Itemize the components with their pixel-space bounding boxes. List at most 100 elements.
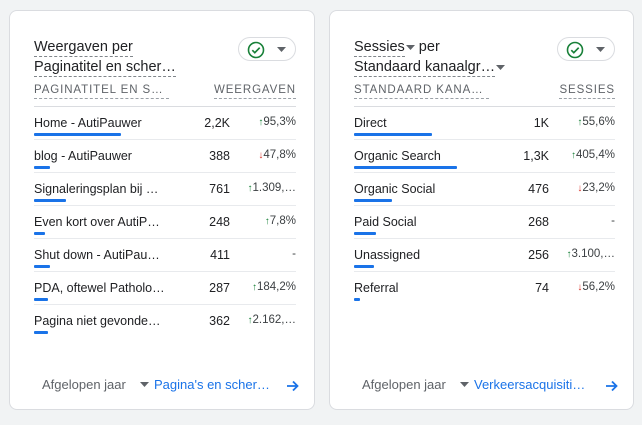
row-change: ↓23,2% bbox=[555, 182, 615, 194]
dimension-column-header[interactable]: PAGINATITEL EN S… bbox=[34, 84, 169, 99]
compare-status-button[interactable] bbox=[557, 37, 615, 61]
row-change-value: - bbox=[611, 215, 615, 227]
row-value: 1K bbox=[533, 116, 549, 130]
metric-column-header[interactable]: WEERGAVEN bbox=[213, 84, 296, 99]
row-bar bbox=[354, 265, 374, 268]
row-value: 256 bbox=[528, 248, 549, 262]
table-row[interactable]: Unassigned 256 ↑3.100,… bbox=[354, 239, 615, 272]
row-bar bbox=[34, 298, 48, 301]
row-bar bbox=[34, 166, 50, 169]
row-bar bbox=[34, 232, 45, 235]
row-change-value: 184,2% bbox=[256, 281, 296, 293]
table-row[interactable]: Organic Search 1,3K ↑405,4% bbox=[354, 140, 615, 173]
dimension-column-header[interactable]: STANDAARD KANA… bbox=[354, 84, 489, 99]
row-label: Direct bbox=[354, 116, 387, 130]
date-range-label[interactable]: Afgelopen jaar bbox=[362, 377, 446, 392]
title-metric[interactable]: Weergaven per bbox=[34, 39, 133, 57]
row-change-value: 55,6% bbox=[582, 116, 615, 128]
table-row[interactable]: Home - AutiPauwer 2,2K ↑95,3% bbox=[34, 107, 296, 140]
row-change-value: 3.100,… bbox=[571, 248, 615, 260]
check-circle-icon bbox=[566, 41, 584, 59]
chevron-down-icon bbox=[596, 47, 605, 52]
row-bar bbox=[34, 331, 48, 334]
card-footer: Afgelopen jaar Pagina's en scher… bbox=[42, 377, 300, 397]
arrow-right-icon[interactable] bbox=[286, 379, 300, 393]
row-change-value: 7,8% bbox=[269, 215, 296, 227]
row-change: - bbox=[555, 215, 615, 227]
view-report-link[interactable]: Verkeersacquisiti… bbox=[474, 377, 586, 392]
row-value: 248 bbox=[209, 215, 230, 229]
title-metric[interactable]: Sessies bbox=[354, 39, 405, 57]
title-dimension[interactable]: Standaard kanaalgr… bbox=[354, 59, 496, 77]
row-value: 268 bbox=[528, 215, 549, 229]
table-row[interactable]: Direct 1K ↑55,6% bbox=[354, 107, 615, 140]
table-header: PAGINATITEL EN S… WEERGAVEN bbox=[34, 84, 296, 107]
row-change: ↑3.100,… bbox=[555, 248, 615, 260]
title-connector: per bbox=[414, 39, 440, 55]
table-row[interactable]: Even kort over AutiP… 248 ↑7,8% bbox=[34, 206, 296, 239]
row-change-value: 47,8% bbox=[263, 149, 296, 161]
row-bar bbox=[354, 199, 392, 202]
table-row[interactable]: Organic Social 476 ↓23,2% bbox=[354, 173, 615, 206]
caret-down-icon[interactable] bbox=[496, 64, 506, 70]
card-title[interactable]: Sessies per Standaard kanaalgr… bbox=[354, 37, 554, 77]
date-range-label[interactable]: Afgelopen jaar bbox=[42, 377, 126, 392]
card-sessions: Sessies per Standaard kanaalgr… STANDAAR… bbox=[329, 10, 634, 410]
card-title[interactable]: Weergaven per Paginatitel en scher… bbox=[34, 37, 234, 77]
chevron-down-icon bbox=[277, 47, 286, 52]
row-bar bbox=[354, 133, 432, 136]
row-value: 411 bbox=[210, 248, 230, 262]
row-label: Organic Search bbox=[354, 149, 441, 163]
caret-down-icon[interactable] bbox=[460, 382, 469, 387]
row-change-value: 2.162,… bbox=[252, 314, 296, 326]
row-change: ↑405,4% bbox=[555, 149, 615, 161]
row-label: Shut down - AutiPau… bbox=[34, 248, 160, 262]
table-row[interactable]: PDA, oftewel Patholo… 287 ↑184,2% bbox=[34, 272, 296, 305]
row-bar bbox=[354, 166, 457, 169]
table-rows: Home - AutiPauwer 2,2K ↑95,3% blog - AutiPa… bbox=[34, 107, 296, 337]
row-value: 761 bbox=[209, 182, 230, 196]
arrow-right-icon[interactable] bbox=[605, 379, 619, 393]
row-bar bbox=[354, 298, 360, 301]
table-row[interactable]: Pagina niet gevonde… 362 ↑2.162,… bbox=[34, 305, 296, 337]
row-label: Home - AutiPauwer bbox=[34, 116, 142, 130]
row-label: Paid Social bbox=[354, 215, 417, 229]
card-pageviews: Weergaven per Paginatitel en scher… PAGI… bbox=[9, 10, 315, 410]
compare-status-button[interactable] bbox=[238, 37, 296, 61]
row-value: 1,3K bbox=[523, 149, 549, 163]
row-label: Organic Social bbox=[354, 182, 436, 196]
row-bar bbox=[34, 133, 121, 136]
row-change: ↑95,3% bbox=[236, 116, 296, 128]
title-dimension[interactable]: Paginatitel en scher… bbox=[34, 59, 176, 77]
row-change: - bbox=[236, 248, 296, 260]
row-bar bbox=[354, 232, 376, 235]
row-change-value: 95,3% bbox=[263, 116, 296, 128]
table-row[interactable]: Paid Social 268 - bbox=[354, 206, 615, 239]
view-report-link[interactable]: Pagina's en scher… bbox=[154, 377, 270, 392]
table-rows: Direct 1K ↑55,6% Organic Search 1,3K ↑405,4% O… bbox=[354, 107, 615, 304]
table-row[interactable]: Shut down - AutiPau… 411 - bbox=[34, 239, 296, 272]
row-label: Even kort over AutiP… bbox=[34, 215, 160, 229]
row-change: ↑55,6% bbox=[555, 116, 615, 128]
row-change: ↑184,2% bbox=[236, 281, 296, 293]
table-header: STANDAARD KANA… SESSIES bbox=[354, 84, 615, 107]
row-change: ↓56,2% bbox=[555, 281, 615, 293]
row-change: ↑1.309,… bbox=[236, 182, 296, 194]
row-change-value: 23,2% bbox=[582, 182, 615, 194]
check-circle-icon bbox=[247, 41, 265, 59]
row-label: Pagina niet gevonde… bbox=[34, 314, 161, 328]
metric-column-header[interactable]: SESSIES bbox=[559, 84, 615, 99]
row-change-value: 1.309,… bbox=[252, 182, 296, 194]
row-value: 476 bbox=[528, 182, 549, 196]
row-label: Unassigned bbox=[354, 248, 421, 262]
row-bar bbox=[34, 199, 66, 202]
caret-down-icon[interactable] bbox=[140, 382, 149, 387]
card-footer: Afgelopen jaar Verkeersacquisiti… bbox=[362, 377, 619, 397]
table-row[interactable]: Referral 74 ↓56,2% bbox=[354, 272, 615, 304]
caret-down-icon[interactable] bbox=[405, 44, 415, 50]
row-change-value: 56,2% bbox=[582, 281, 615, 293]
table-row[interactable]: Signaleringsplan bij … 761 ↑1.309,… bbox=[34, 173, 296, 206]
row-change: ↑2.162,… bbox=[236, 314, 296, 326]
row-label: Signaleringsplan bij … bbox=[34, 182, 159, 196]
table-row[interactable]: blog - AutiPauwer 388 ↓47,8% bbox=[34, 140, 296, 173]
